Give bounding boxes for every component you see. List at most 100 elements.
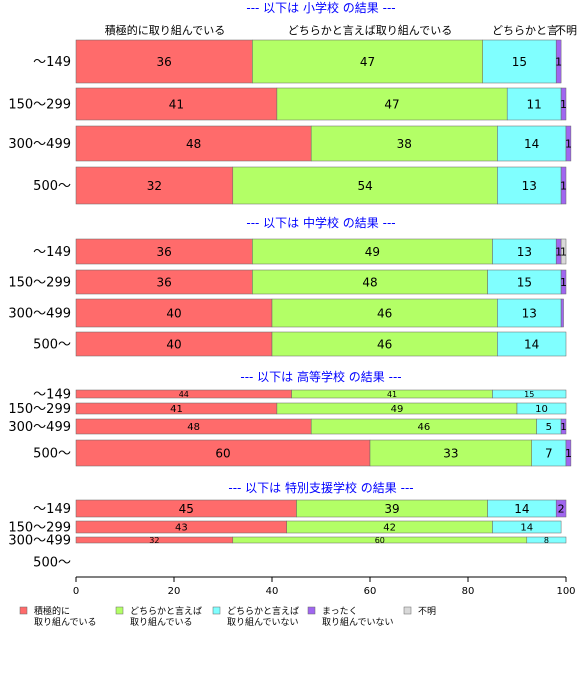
data-label: 47 bbox=[360, 55, 375, 69]
category-label: 500～ bbox=[33, 179, 71, 194]
category-label: 150～299 bbox=[8, 521, 71, 536]
bar-segment bbox=[560, 238, 567, 265]
legend-label: 積極的に bbox=[34, 605, 70, 617]
bar-segment bbox=[75, 439, 371, 467]
bar-segment bbox=[492, 389, 567, 399]
legend-label: 不明 bbox=[418, 606, 436, 617]
bar-segment bbox=[75, 331, 273, 357]
bar-segment bbox=[369, 439, 532, 467]
data-label: 46 bbox=[377, 337, 392, 351]
category-label: ～149 bbox=[33, 388, 71, 403]
bar-segment bbox=[75, 166, 234, 205]
data-label: 60 bbox=[375, 536, 385, 545]
data-label: 60 bbox=[215, 446, 230, 460]
data-label: 1 bbox=[565, 447, 572, 460]
data-label: 14 bbox=[520, 523, 533, 534]
bar-segment bbox=[492, 520, 562, 534]
x-tick-label: 40 bbox=[266, 586, 279, 597]
data-label: 44 bbox=[179, 390, 189, 399]
data-label: 1 bbox=[555, 245, 562, 258]
data-label: 13 bbox=[522, 306, 537, 320]
data-label: 13 bbox=[522, 179, 537, 193]
data-label: 15 bbox=[517, 275, 532, 289]
bar-segment bbox=[497, 298, 562, 328]
legend-label: どちらかと言えば bbox=[227, 605, 299, 617]
column-header-label: どちらかと言 bbox=[492, 24, 558, 37]
category-label: 150～299 bbox=[8, 98, 71, 113]
bar-segment bbox=[560, 418, 567, 435]
data-label: 7 bbox=[545, 446, 553, 460]
data-label: 15 bbox=[512, 55, 527, 69]
bar-segment bbox=[506, 87, 562, 121]
data-label: 41 bbox=[387, 390, 397, 399]
data-label: 40 bbox=[166, 306, 181, 320]
bar-segment bbox=[560, 298, 564, 328]
bar-segment bbox=[565, 439, 572, 467]
category-label: 500～ bbox=[33, 447, 71, 462]
data-label: 32 bbox=[149, 536, 159, 545]
legend-label: 取り組んでいる bbox=[130, 616, 193, 628]
bar-segment bbox=[75, 238, 253, 265]
bar-segment bbox=[252, 238, 493, 265]
category-label: 500～ bbox=[33, 338, 71, 353]
category-label: 150～299 bbox=[8, 402, 71, 417]
bar-segment bbox=[252, 39, 483, 84]
bar-segment bbox=[560, 269, 567, 295]
data-label: 13 bbox=[517, 245, 532, 259]
data-label: 39 bbox=[384, 502, 399, 516]
bar-segment bbox=[482, 39, 557, 84]
data-label: 33 bbox=[443, 446, 458, 460]
data-label: 40 bbox=[166, 337, 181, 351]
category-label: 300～499 bbox=[8, 420, 71, 435]
data-label: 14 bbox=[524, 137, 539, 151]
legend-swatch bbox=[307, 606, 316, 615]
bar-segment bbox=[565, 125, 572, 162]
panel-title: --- 以下は 中学校 の結果 --- bbox=[246, 215, 395, 230]
legend-label: 取り組んでいる bbox=[34, 616, 97, 628]
x-tick-label: 100 bbox=[556, 586, 575, 597]
data-label: 45 bbox=[179, 502, 194, 516]
column-header-label: 不明 bbox=[555, 24, 577, 37]
bar-segment bbox=[555, 39, 562, 84]
data-label: 5 bbox=[546, 422, 552, 433]
bar-segment bbox=[75, 87, 278, 121]
data-label: 1 bbox=[560, 245, 567, 258]
data-label: 47 bbox=[384, 97, 399, 111]
data-label: 1 bbox=[560, 179, 567, 192]
data-label: 38 bbox=[397, 137, 412, 151]
bar-segment bbox=[252, 269, 488, 295]
bar-segment bbox=[560, 87, 567, 121]
bar-segment bbox=[497, 125, 567, 162]
data-label: 54 bbox=[357, 179, 372, 193]
data-label: 10 bbox=[535, 404, 548, 415]
category-label: 500～ bbox=[33, 556, 71, 571]
data-label: 11 bbox=[527, 97, 542, 111]
bar-segment bbox=[526, 536, 567, 544]
column-header-label: どちらかと言えば取り組んでいる bbox=[288, 24, 452, 37]
category-label: 150～299 bbox=[8, 276, 71, 291]
data-label: 1 bbox=[555, 55, 562, 68]
legend-label: まったく bbox=[322, 606, 358, 617]
bar-segment bbox=[75, 269, 253, 295]
legend-swatch bbox=[403, 606, 412, 615]
data-label: 32 bbox=[147, 179, 162, 193]
data-label: 1 bbox=[565, 137, 572, 150]
category-label: ～149 bbox=[33, 55, 71, 70]
legend-swatch bbox=[19, 606, 28, 615]
bar-segment bbox=[310, 125, 498, 162]
data-label: 14 bbox=[524, 337, 539, 351]
data-label: 1 bbox=[560, 276, 567, 289]
data-label: 36 bbox=[157, 275, 172, 289]
category-label: 300～499 bbox=[8, 307, 71, 322]
bar-segment bbox=[232, 166, 498, 205]
legend-swatch bbox=[115, 606, 124, 615]
bar-segment bbox=[75, 39, 253, 84]
data-label: 49 bbox=[365, 245, 380, 259]
bar-segment bbox=[75, 125, 312, 162]
bar-segment bbox=[276, 87, 508, 121]
bar-segment bbox=[555, 499, 567, 518]
data-label: 36 bbox=[157, 55, 172, 69]
panel-title: --- 以下は 小学校 の結果 --- bbox=[246, 0, 395, 15]
data-label: 42 bbox=[383, 523, 396, 534]
